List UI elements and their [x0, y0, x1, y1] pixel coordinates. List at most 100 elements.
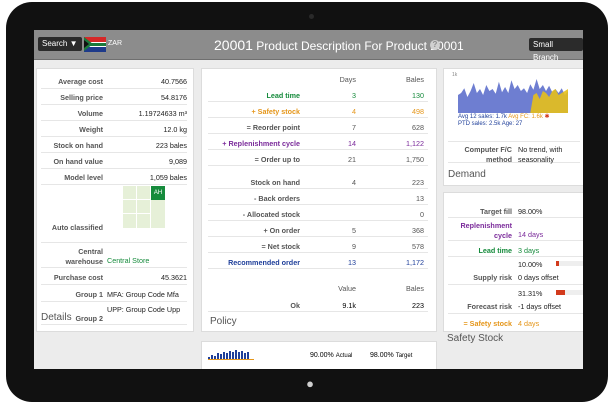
camera-dot [309, 14, 314, 19]
safety-stock-panel: Target fill 98.00% Replenishment cycle 1… [443, 192, 583, 332]
forecast-risk-value: -1 days offset [518, 302, 562, 311]
forecast-pct: 31.31% [518, 289, 543, 298]
policy-row-bales: 498 [412, 107, 424, 116]
policy-row-label: Stock on hand [250, 178, 300, 187]
policy-row-days: 9 [352, 242, 356, 251]
avg-sales: Avg 12 sales: 1.7k [458, 114, 507, 120]
forecast-risk-row: 31.31% Forecast risk -1 days offset [448, 286, 583, 314]
details-row: On hand value 9,089 [41, 153, 187, 169]
policy-row-bales: 1,122 [406, 139, 424, 148]
policy-row-days: 3 [352, 91, 356, 100]
details-title: Details [41, 312, 72, 323]
policy-row-days: 14 [348, 139, 356, 148]
auto-classified-row: Auto classified AH [41, 183, 187, 243]
top-bar: Search ▼ ZAR 20001 Product Description F… [34, 30, 583, 62]
policy-row-days: 5 [352, 226, 356, 235]
policy-ok-value: 9.1k [342, 301, 356, 310]
safety-stock-title: Safety Stock [447, 333, 504, 344]
replenishment-row: Replenishment cycle 14 days [448, 219, 583, 241]
policy-row-bales: 130 [412, 91, 424, 100]
policy-row-label: Lead time [266, 91, 300, 100]
details-row-label: Weight [79, 125, 103, 134]
central-warehouse-value[interactable]: Central Store [107, 256, 150, 265]
branch-button[interactable]: Small Branch [529, 38, 583, 62]
demand-chart[interactable] [458, 73, 568, 113]
south-africa-flag-icon[interactable] [84, 37, 106, 52]
computer-fc-label: Computer F/C method [464, 145, 512, 164]
demand-series-area [458, 89, 568, 113]
policy-row-label: Recommended order [228, 258, 300, 267]
product-code: 20001 [214, 37, 253, 53]
policy-row[interactable]: Recommended order 13 1,172 [208, 254, 428, 269]
policy-row[interactable]: - Allocated stock 0 [208, 206, 428, 221]
details-row-value: 54.8176 [161, 93, 187, 102]
ptd-sales: PTD sales: 2.5k [458, 121, 501, 127]
supply-risk-value: 0 days offset [518, 273, 559, 282]
details-row-value: 1.19724633 m³ [138, 109, 187, 118]
details-row: Volume 1.19724633 m³ [41, 105, 187, 121]
app-screen: Search ▼ ZAR 20001 Product Description F… [34, 30, 583, 369]
demand-age: Age: 27 [501, 121, 523, 127]
avg-fc-marker-icon: ✱ [544, 114, 550, 120]
details-row-label: Average cost [58, 77, 103, 86]
policy-title: Policy [210, 316, 237, 327]
details-row-label: Volume [77, 109, 103, 118]
details-row: Model level 1,059 bales [41, 169, 187, 185]
details-row-label: Selling price [60, 93, 103, 102]
details-row-value: 12.0 kg [163, 125, 187, 134]
purchase-cost-row: Purchase cost 45.3621 [41, 269, 187, 285]
policy-row-bales: 223 [412, 178, 424, 187]
policy-row[interactable]: = Net stock 9 578 [208, 238, 428, 253]
demand-panel: 1k Avg 12 sales: 1.7k Avg FC: 1.6k ✱ PTD… [443, 68, 583, 186]
actual-pct: 90.00% [310, 352, 334, 359]
performance-target: 98.00% Target [370, 352, 412, 359]
policy-row[interactable]: + Safety stock 4 498 [208, 103, 428, 118]
lead-time-label: Lead time [478, 246, 512, 255]
lead-time-row: Lead time 3 days [448, 242, 583, 257]
demand-ptd-line: PTD sales: 2.5k Age: 27 [458, 121, 522, 127]
policy-row-bales: 13 [416, 194, 424, 203]
details-row-value: 1,059 bales [149, 173, 187, 182]
policy-row-label: = Reorder point [246, 123, 300, 132]
policy-value-header-row: Value Bales [208, 280, 428, 295]
central-warehouse-row: Central warehouse Central Store [41, 244, 187, 268]
safety-stock-total-value: 4 days [518, 319, 540, 328]
details-row-value: 40.7566 [161, 77, 187, 86]
policy-row[interactable]: = Reorder point 7 628 [208, 119, 428, 134]
policy-days-header: Days [339, 75, 356, 84]
policy-row[interactable]: - Back orders 13 [208, 190, 428, 205]
policy-row[interactable]: + Replenishment cycle 14 1,122 [208, 135, 428, 150]
computer-fc-value: No trend, with seasonality [518, 145, 563, 164]
apple-logo-icon: ● [306, 376, 314, 391]
policy-row-label: = Net stock [261, 242, 300, 251]
policy-ok-label: Ok [290, 301, 300, 310]
details-row: Stock on hand 223 bales [41, 137, 187, 153]
demand-title: Demand [448, 169, 486, 180]
details-panel: Average cost 40.7566 Selling price 54.8176 V… [36, 68, 194, 332]
replenishment-label: Replenishment cycle [460, 221, 512, 240]
currency-label[interactable]: ZAR [108, 40, 122, 47]
policy-row[interactable]: Lead time 3 130 [208, 87, 428, 102]
target-pct: 98.00% [370, 352, 394, 359]
policy-row[interactable]: + On order 5 368 [208, 222, 428, 237]
policy-bales-header-2: Bales [406, 284, 424, 293]
demand-avg-line: Avg 12 sales: 1.7k Avg FC: 1.6k ✱ [458, 113, 550, 120]
details-row-value: 223 bales [155, 141, 187, 150]
policy-value-header: Value [338, 284, 356, 293]
help-icon[interactable]: ? [430, 40, 440, 50]
search-button[interactable]: Search ▼ [38, 37, 82, 51]
auto-classified-label: Auto classified [51, 223, 103, 232]
details-row-value: 9,089 [169, 157, 187, 166]
supply-risk-label: Supply risk [473, 273, 512, 282]
policy-row-days: 4 [352, 107, 356, 116]
target-fill-value: 98.00% [518, 207, 543, 216]
policy-row[interactable]: Stock on hand 4 223 [208, 174, 428, 189]
classification-grid[interactable]: AH [123, 186, 165, 228]
forecast-risk-bar [556, 290, 583, 295]
policy-row[interactable]: = Order up to 21 1,750 [208, 151, 428, 166]
details-row: Average cost 40.7566 [41, 73, 187, 89]
policy-row-label: = Order up to [254, 155, 300, 164]
performance-panel: 90.00% Actual 98.00% Target [201, 341, 437, 369]
group1-row: Group 1 MFA: Group Code Mfa [41, 286, 187, 302]
forecast-risk-label: Forecast risk [467, 302, 512, 311]
